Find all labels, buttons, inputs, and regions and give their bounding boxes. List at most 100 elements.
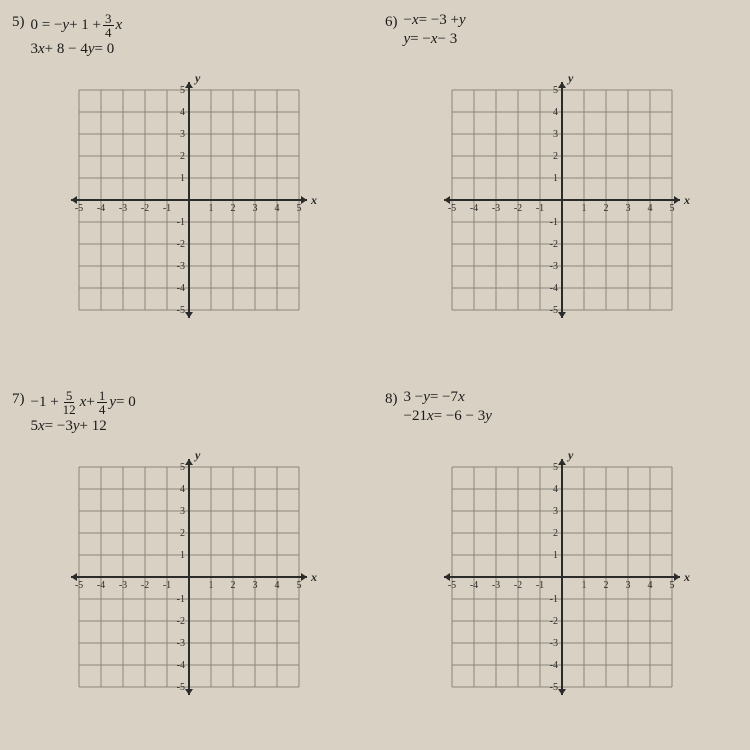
- coordinate-grid: -5-4-3-2-112345-5-4-3-2-112345xy: [59, 70, 319, 330]
- svg-text:-1: -1: [176, 217, 184, 228]
- svg-text:-1: -1: [549, 594, 557, 605]
- svg-text:4: 4: [647, 580, 652, 591]
- problem-7: 7) −1 + 5 12 x + 1 4 y = 0: [12, 389, 365, 738]
- problem-6: 6) − x = −3 + y y = − x − 3 -5 -4 -3 -2 -1 1 2…: [385, 12, 738, 361]
- svg-text:-3: -3: [549, 638, 557, 649]
- svg-text:-2: -2: [176, 239, 184, 250]
- svg-text:-4: -4: [176, 660, 184, 671]
- svg-text:3: 3: [625, 203, 630, 214]
- svg-text:1: 1: [180, 550, 185, 561]
- svg-text:4: 4: [647, 203, 652, 214]
- fraction: 1 4: [97, 389, 108, 416]
- svg-text:3: 3: [252, 580, 257, 591]
- coordinate-grid: -5-4-3-2-112345-5-4-3-2-112345xy: [59, 447, 319, 707]
- graph-area: -5-4-3-2-112345-5-4-3-2-112345xy: [385, 447, 738, 738]
- svg-text:-1: -1: [176, 594, 184, 605]
- svg-text:2: 2: [230, 580, 235, 591]
- svg-text:-5: -5: [74, 580, 82, 591]
- svg-text:-3: -3: [118, 203, 126, 214]
- svg-text:-5: -5: [176, 682, 184, 693]
- svg-text:1: 1: [581, 580, 586, 591]
- svg-text:1: 1: [180, 173, 185, 184]
- graph-area: -5-4-3-2-112345-5-4-3-2-112345xy: [385, 70, 738, 361]
- svg-text:-2: -2: [549, 616, 557, 627]
- coordinate-grid: -5-4-3-2-112345-5-4-3-2-112345xy: [432, 70, 692, 330]
- svg-text:3: 3: [180, 506, 185, 517]
- problem-8: 8) 3 − y = −7 x −21 x = −6 − 3 y -5 -4 -3 -…: [385, 389, 738, 738]
- equation-1: 0 = − y + 1 + 3 4 x: [31, 12, 123, 39]
- svg-text:4: 4: [180, 107, 185, 118]
- svg-text:-5: -5: [176, 305, 184, 316]
- svg-text:-5: -5: [549, 682, 557, 693]
- svg-text:-1: -1: [162, 203, 170, 214]
- svg-text:5: 5: [180, 85, 185, 96]
- svg-text:2: 2: [603, 203, 608, 214]
- svg-text:-4: -4: [96, 580, 104, 591]
- problem-5: 5) 0 = − y + 1 + 3 4 x 3 x + 8 − 4 y: [12, 12, 365, 361]
- svg-text:-4: -4: [549, 283, 557, 294]
- svg-text:-5: -5: [447, 203, 455, 214]
- svg-text:3: 3: [553, 506, 558, 517]
- svg-text:x: x: [683, 193, 690, 207]
- svg-text:-4: -4: [469, 203, 477, 214]
- worksheet: 5) 0 = − y + 1 + 3 4 x 3 x + 8 − 4 y: [12, 12, 738, 738]
- equations: 3 − y = −7 x −21 x = −6 − 3 y: [404, 389, 492, 425]
- fraction: 5 12: [61, 389, 78, 416]
- svg-text:-1: -1: [549, 217, 557, 228]
- svg-text:-4: -4: [469, 580, 477, 591]
- svg-text:2: 2: [180, 151, 185, 162]
- problem-number: 7): [12, 389, 25, 408]
- svg-text:-4: -4: [549, 660, 557, 671]
- svg-text:2: 2: [180, 528, 185, 539]
- svg-text:y: y: [193, 71, 201, 85]
- equation-1: − x = −3 + y: [404, 12, 466, 29]
- svg-text:2: 2: [230, 203, 235, 214]
- svg-text:5: 5: [553, 85, 558, 96]
- svg-text:-2: -2: [513, 203, 521, 214]
- svg-text:-2: -2: [140, 580, 148, 591]
- svg-text:-5: -5: [447, 580, 455, 591]
- svg-text:5: 5: [180, 462, 185, 473]
- svg-text:-1: -1: [535, 580, 543, 591]
- equations: 0 = − y + 1 + 3 4 x 3 x + 8 − 4 y = 0: [31, 12, 123, 58]
- svg-text:-4: -4: [96, 203, 104, 214]
- svg-text:-2: -2: [140, 203, 148, 214]
- svg-text:3: 3: [553, 129, 558, 140]
- svg-text:-3: -3: [491, 580, 499, 591]
- svg-text:-3: -3: [491, 203, 499, 214]
- graph-area: -5-4-3-2-112345-5-4-3-2-112345xy: [12, 70, 365, 361]
- equation-block: 8) 3 − y = −7 x −21 x = −6 − 3 y: [385, 389, 738, 441]
- equation-2: 3 x + 8 − 4 y = 0: [31, 41, 123, 58]
- problem-number: 6): [385, 12, 398, 31]
- svg-text:-5: -5: [74, 203, 82, 214]
- svg-text:5: 5: [669, 203, 674, 214]
- svg-text:-2: -2: [176, 616, 184, 627]
- svg-text:-4: -4: [176, 283, 184, 294]
- svg-text:x: x: [310, 193, 317, 207]
- svg-text:4: 4: [553, 107, 558, 118]
- svg-text:-5: -5: [549, 305, 557, 316]
- problem-number: 8): [385, 389, 398, 408]
- coordinate-grid: -5-4-3-2-112345-5-4-3-2-112345xy: [432, 447, 692, 707]
- svg-text:1: 1: [553, 173, 558, 184]
- svg-text:x: x: [683, 570, 690, 584]
- equation-block: 6) − x = −3 + y y = − x − 3: [385, 12, 738, 64]
- svg-text:-3: -3: [176, 638, 184, 649]
- svg-text:2: 2: [603, 580, 608, 591]
- graph-area: -5-4-3-2-112345-5-4-3-2-112345xy: [12, 447, 365, 738]
- svg-text:1: 1: [581, 203, 586, 214]
- svg-text:4: 4: [274, 580, 279, 591]
- svg-text:-3: -3: [549, 261, 557, 272]
- svg-text:-2: -2: [513, 580, 521, 591]
- svg-text:5: 5: [296, 580, 301, 591]
- equation-2: −21 x = −6 − 3 y: [404, 408, 492, 425]
- svg-text:4: 4: [553, 484, 558, 495]
- equation-1: −1 + 5 12 x + 1 4 y = 0: [31, 389, 136, 416]
- equation-block: 7) −1 + 5 12 x + 1 4 y = 0: [12, 389, 365, 441]
- svg-text:4: 4: [180, 484, 185, 495]
- svg-text:-3: -3: [118, 580, 126, 591]
- svg-text:-3: -3: [176, 261, 184, 272]
- equation-2: y = − x − 3: [404, 31, 466, 48]
- svg-text:x: x: [310, 570, 317, 584]
- equation-block: 5) 0 = − y + 1 + 3 4 x 3 x + 8 − 4 y: [12, 12, 365, 64]
